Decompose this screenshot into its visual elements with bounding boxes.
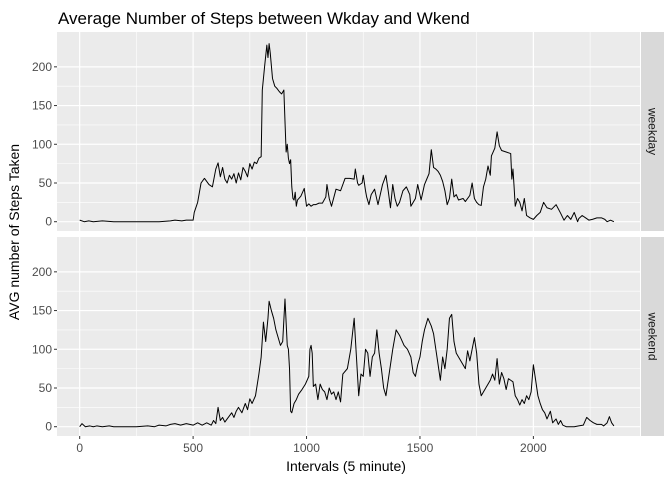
y-axis-title: AVG number of Steps Taken (6, 144, 22, 320)
y-tick-label: 0 (45, 215, 52, 229)
panel-weekend: 0 50 100 150 200 weekend (32, 237, 664, 436)
x-tick-label: 1000 (293, 441, 320, 455)
y-tick-label: 200 (32, 60, 52, 74)
x-axis-title: Intervals (5 minute) (286, 458, 406, 474)
x-tick-label: 1500 (407, 441, 434, 455)
x-axis-ticks: 0 500 1000 1500 2000 (76, 436, 547, 455)
y-tick-label: 50 (39, 176, 53, 190)
y-tick-label: 0 (45, 420, 52, 434)
y-tick-label: 150 (32, 304, 52, 318)
panel-background (57, 237, 640, 436)
x-tick-label: 500 (183, 441, 203, 455)
facet-strip-label: weekday (646, 107, 660, 155)
y-tick-label: 150 (32, 99, 52, 113)
chart-title: Average Number of Steps between Wkday an… (58, 9, 470, 28)
facet-strip-label: weekend (646, 311, 660, 360)
x-tick-label: 2000 (520, 441, 547, 455)
panel-background (57, 32, 640, 231)
panel-weekday: 0 50 100 150 200 weekday (32, 32, 664, 231)
facet-strip (641, 237, 664, 436)
y-tick-label: 100 (32, 137, 52, 151)
y-tick-label: 200 (32, 265, 52, 279)
y-tick-label: 50 (39, 381, 53, 395)
y-tick-label: 100 (32, 342, 52, 356)
series-line-weekday (79, 43, 615, 223)
series-line-weekend (79, 298, 615, 428)
facet-panels: 0 50 100 150 200 weekday 0 50 100 150 200 weekend (32, 32, 664, 436)
facet-strip (641, 32, 664, 231)
x-tick-label: 0 (76, 441, 83, 455)
